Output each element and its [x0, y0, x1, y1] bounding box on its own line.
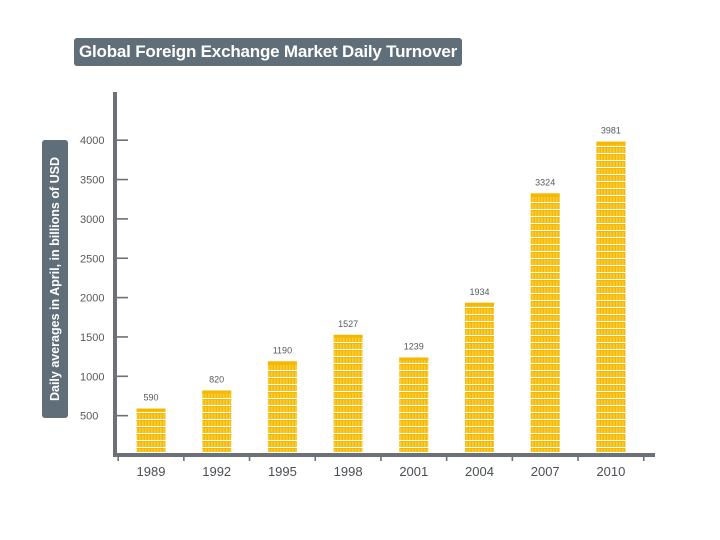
bar-cap-1998	[333, 334, 363, 338]
bar-1992	[202, 390, 232, 452]
bar-cap-2007	[530, 193, 560, 197]
y-tick-label: 1500	[80, 332, 104, 344]
bar-2001	[399, 357, 429, 452]
y-tick-label: 500	[80, 411, 98, 423]
labels-group: 500 1000 1500 2000 2500 3000 3500 4000 590 1989 82…	[80, 126, 625, 479]
bar-cap-2010	[596, 141, 626, 145]
bars-group	[136, 141, 626, 453]
x-tick-label-1989: 1989	[137, 464, 166, 479]
y-tick-label: 2000	[80, 293, 104, 305]
bar-cap-1989	[136, 408, 166, 412]
x-tick-label-2001: 2001	[399, 464, 428, 479]
bar-1995	[267, 361, 297, 452]
data-label-2004: 1934	[469, 287, 489, 297]
bar-cap-2004	[465, 302, 494, 306]
chart-title: Global Foreign Exchange Market Daily Tur…	[74, 38, 462, 66]
y-axis-label-background	[42, 140, 68, 418]
x-tick-label-2004: 2004	[465, 464, 494, 479]
x-tick-label-2007: 2007	[531, 464, 560, 479]
bar-1989	[136, 408, 166, 452]
y-tick-label: 3500	[80, 175, 104, 187]
y-tick-label: 4000	[80, 135, 104, 147]
bar-2010	[596, 141, 626, 452]
bar-2004	[465, 302, 494, 452]
x-tick-label-1992: 1992	[202, 464, 231, 479]
y-tick-label: 1000	[80, 371, 104, 383]
y-tick-label: 3000	[80, 214, 104, 226]
data-label-2007: 3324	[535, 177, 555, 187]
data-label-2001: 1239	[404, 341, 424, 351]
bar-cap-1992	[202, 390, 232, 394]
bar-cap-2001	[399, 357, 429, 361]
x-tick-label-1995: 1995	[268, 464, 297, 479]
data-label-2010: 3981	[601, 126, 621, 136]
data-label-1998: 1527	[338, 319, 358, 329]
data-label-1995: 1190	[273, 345, 292, 355]
x-tick-label-2010: 2010	[596, 464, 625, 479]
bar-2007	[530, 193, 560, 453]
data-label-1989: 590	[143, 393, 158, 403]
bar-1998	[333, 334, 363, 452]
y-tick-label: 2500	[80, 253, 104, 265]
x-tick-label-1998: 1998	[334, 464, 363, 479]
axes-group	[113, 92, 655, 461]
data-label-1992: 820	[209, 374, 224, 384]
bar-cap-1995	[267, 361, 297, 365]
